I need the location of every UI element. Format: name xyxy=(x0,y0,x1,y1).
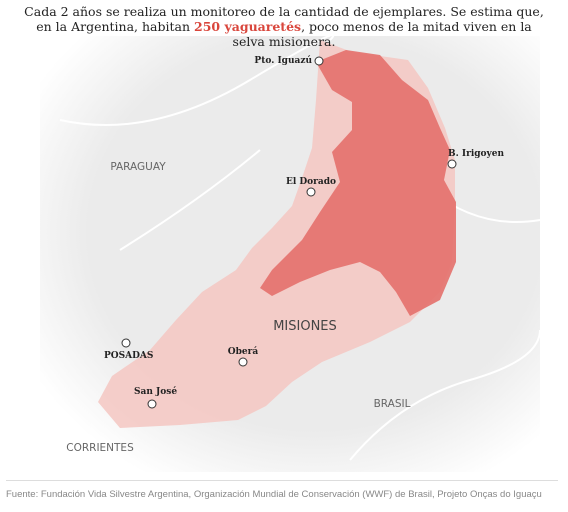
separator xyxy=(6,480,558,481)
country-label: PARAGUAY xyxy=(110,161,166,173)
province-label: MISIONES xyxy=(273,319,337,334)
city-marker xyxy=(314,56,324,66)
intro-text: Cada 2 años se realiza un monitoreo de l… xyxy=(20,4,548,49)
source: Fuente: Fundación Vida Silvestre Argenti… xyxy=(6,489,542,500)
intro-highlight: 250 yaguaretés xyxy=(194,19,302,34)
city-marker xyxy=(306,187,316,197)
map: PARAGUAY BRASIL CORRIENTES MISIONES Pto.… xyxy=(40,34,541,472)
country-label: BRASIL xyxy=(374,398,411,410)
city-marker xyxy=(121,338,131,348)
city-label: POSADAS xyxy=(104,351,153,361)
city-marker xyxy=(447,159,457,169)
intro-after: , poco menos de la mitad viven en la sel… xyxy=(232,19,532,49)
city-label: San José xyxy=(134,386,177,397)
city-label: Oberá xyxy=(228,346,259,357)
country-label: CORRIENTES xyxy=(66,442,134,454)
city-label: B. Irigoyen xyxy=(448,149,504,159)
city-markers xyxy=(121,56,457,409)
intro-before: Cada 2 años se realiza un monitoreo de l… xyxy=(24,4,544,34)
city-label: Pto. Iguazú xyxy=(254,55,312,66)
jaguar-habitat xyxy=(260,50,456,316)
city-marker xyxy=(238,357,248,367)
city-label: El Dorado xyxy=(286,177,336,187)
city-marker xyxy=(147,399,157,409)
